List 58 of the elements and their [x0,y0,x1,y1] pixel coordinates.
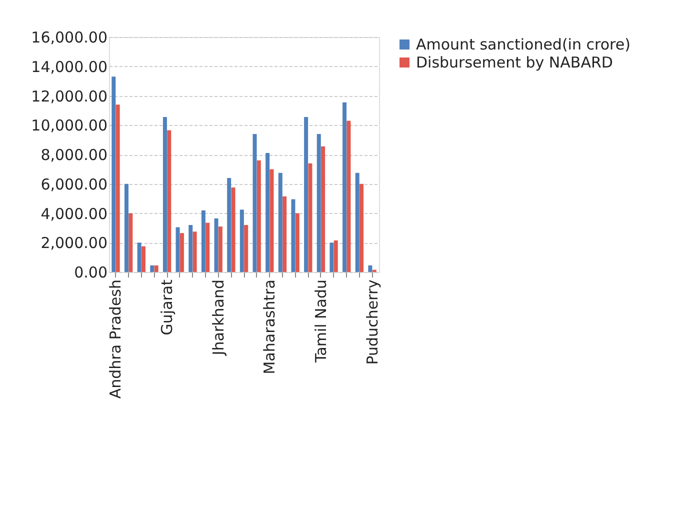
bar [150,265,154,272]
bar [304,117,308,272]
bar [330,242,334,272]
bar [201,210,206,272]
bar [368,265,372,272]
bar [278,172,282,272]
bar [308,163,312,272]
bar [227,178,232,272]
bar [240,210,244,272]
bar [180,233,184,272]
bar [128,213,133,272]
y-tick-label: 12,000.00 [31,87,108,106]
bar [360,184,364,272]
bar [355,172,360,272]
x-tick-label: Maharashtra [260,280,279,374]
bar [282,196,287,272]
bar [116,104,120,272]
x-tick-label: Jharkhand [209,280,228,356]
x-tick-label: Tamil Nadu [312,280,330,364]
y-tick-label: 14,000.00 [31,58,108,76]
bar [334,240,338,272]
bar [188,225,193,272]
bar [316,134,321,272]
bar [192,232,197,272]
bar [214,218,218,272]
bar [270,169,274,272]
y-tick-label: 10,000.00 [31,116,108,135]
bar [112,76,116,272]
x-tick-label: Andhra Pradesh [106,280,125,399]
bar [295,213,300,272]
bar [256,160,261,272]
bar [346,120,351,272]
legend-label: Disbursement by NABARD [416,54,613,72]
bar [321,146,326,272]
bar [342,102,347,272]
y-tick-label: 6,000.00 [40,175,108,194]
bar [167,130,172,272]
bar [162,117,167,272]
bar [244,225,248,272]
y-tick-label: 2,000.00 [40,234,108,252]
x-tick-label: Puducherry [363,279,382,365]
bar [266,153,270,272]
y-tick-label: 8,000.00 [40,146,108,164]
y-tick-label: 16,000.00 [31,28,108,46]
bar [124,184,128,272]
bar [231,188,236,272]
bar [206,222,210,272]
bar [176,227,180,272]
bar [252,134,257,272]
bar [291,199,296,272]
bar [137,242,142,272]
y-tick-label: 4,000.00 [40,204,108,223]
x-tick-label: Gujarat [158,279,176,336]
bar [218,226,222,272]
y-tick-label: 0.00 [74,264,108,282]
bar [141,246,146,272]
legend-label: Amount sanctioned(in crore) [416,36,630,54]
bar [154,265,158,272]
